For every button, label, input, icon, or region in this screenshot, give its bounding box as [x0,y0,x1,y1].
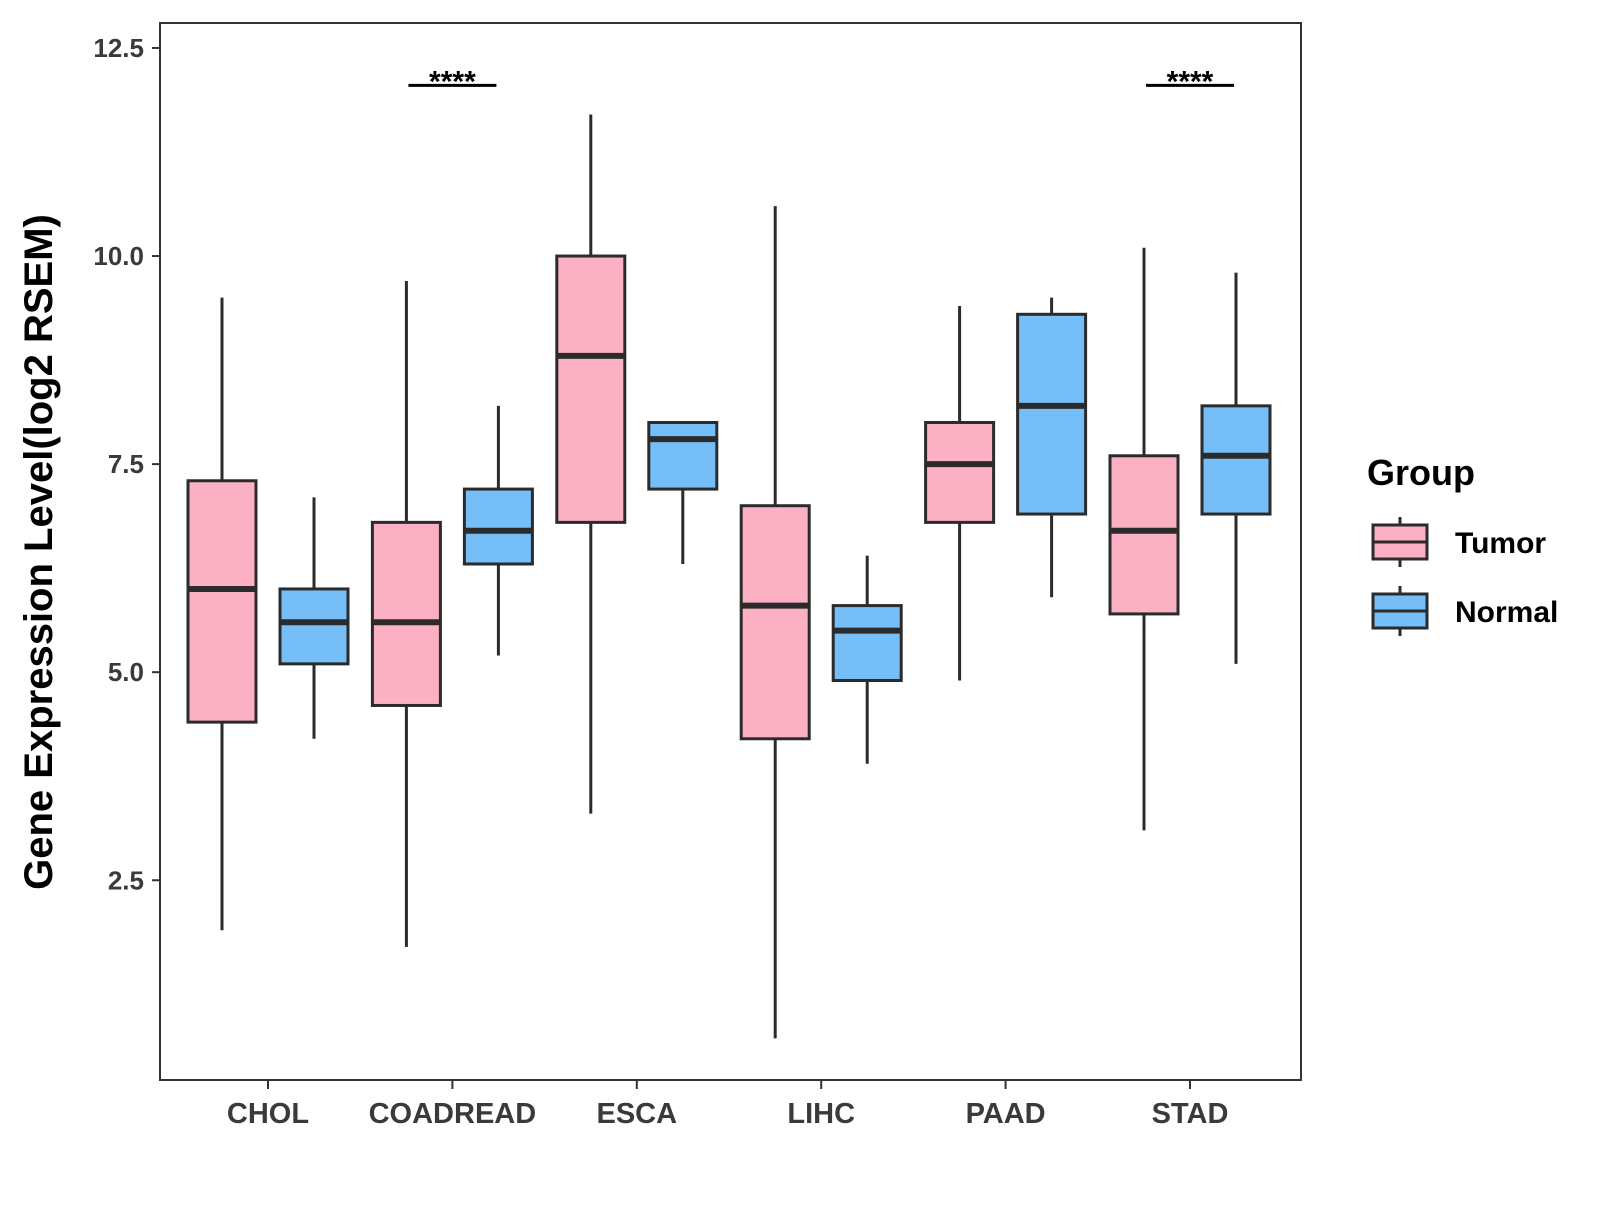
box-iqr [278,587,350,666]
box-normal-chol [278,497,350,739]
x-tick-label-esca: ESCA [597,1098,678,1130]
x-tick-label-paad: PAAD [966,1098,1046,1130]
y-tick-label: 12.5 [93,33,144,63]
box-iqr [1016,312,1088,516]
box-iqr [647,420,719,491]
box-normal-paad [1016,297,1088,598]
legend-label-tumor: Tumor [1455,527,1546,560]
y-tick-label: 2.5 [108,865,144,895]
legend-item-normal: Normal [1371,586,1558,636]
box-iqr [370,520,442,707]
box-iqr [924,420,996,524]
box-normal-lihc [831,555,903,764]
legend-label-normal: Normal [1455,596,1558,629]
y-tick-label: 5.0 [108,657,144,687]
x-tick-label-stad: STAD [1152,1098,1229,1130]
box-tumor-coadread [370,281,442,947]
box-iqr [186,479,258,724]
y-axis-title: Gene Expression Level(log2 RSEM) [17,214,61,890]
box-iqr [555,254,627,524]
legend-item-tumor: Tumor [1371,517,1546,567]
legend-title: Group [1367,452,1475,493]
box-tumor-lihc [739,206,811,1039]
box-tumor-chol [186,297,258,931]
box-iqr [1108,454,1180,616]
box-normal-coadread [462,405,534,656]
box-iqr [831,604,903,683]
x-tick-label-chol: CHOL [227,1098,309,1130]
box-tumor-stad [1108,247,1180,831]
box-tumor-paad [924,305,996,681]
box-iqr [739,504,811,741]
box-normal-esca [647,420,719,564]
significance-label: **** [1167,65,1214,98]
y-tick-label: 10.0 [93,241,144,271]
x-tick-label-lihc: LIHC [787,1098,855,1130]
box-iqr [1200,404,1272,516]
box-iqr [462,487,534,566]
y-tick-label: 7.5 [108,449,144,479]
plot-area: **** **** [186,65,1272,1039]
axes: 2.5 5.0 7.5 10.0 12.5 CHOL COADREAD ESCA LIHC PAA… [93,22,1302,1130]
legend: Group Tumor Normal [1367,452,1558,636]
box-normal-stad [1200,272,1272,664]
box-tumor-esca [555,114,627,814]
plot-panel-border [159,22,1302,1081]
x-tick-label-coadread: COADREAD [369,1098,537,1130]
significance-label: **** [429,65,476,98]
